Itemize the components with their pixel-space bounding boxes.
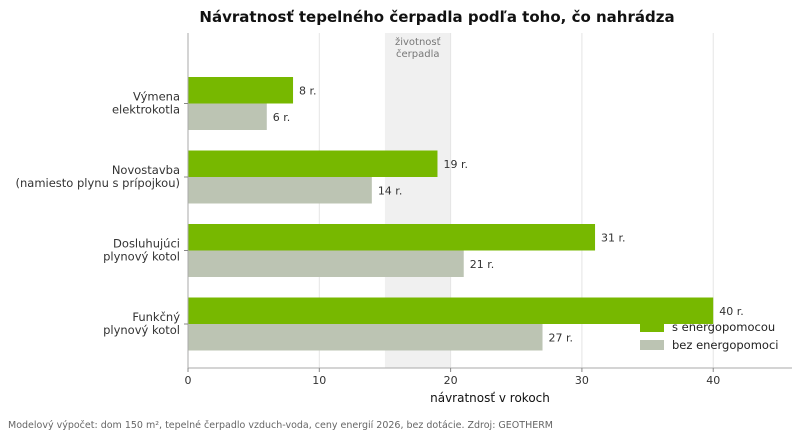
legend-swatch [640, 322, 664, 332]
legend: s energopomocou bez energopomoci [640, 320, 778, 352]
data-label: 19 r. [443, 158, 468, 171]
bar-without-aid [188, 324, 543, 351]
bar-without-aid [188, 250, 464, 277]
category-label-line: Novostavba [112, 163, 180, 177]
category-label-line: Funkčný [132, 310, 180, 324]
bars: 8 r. 6 r. 19 r. 14 r. 31 r. 21 r. 40 r. 27 r. [188, 77, 744, 351]
bar-without-aid [188, 103, 267, 130]
bar-with-aid [188, 297, 714, 324]
x-tick-label: 0 [185, 374, 192, 387]
category-labels: Výmena elektrokotla Novostavba (namiesto pl… [16, 90, 181, 338]
data-label: 8 r. [299, 84, 317, 97]
legend-label: s energopomocou [672, 320, 775, 334]
footer-note: Modelový výpočet: dom 150 m², tepelné če… [8, 420, 553, 431]
bar-with-aid [188, 77, 294, 104]
data-label: 27 r. [549, 331, 574, 344]
axes [184, 33, 792, 372]
category-label-line: elektrokotla [112, 103, 180, 117]
x-tick-label: 20 [444, 374, 458, 387]
shaded-band-label-line: životnosť [395, 36, 441, 48]
bar-with-aid [188, 224, 596, 251]
category-label-line: plynový kotol [103, 323, 180, 337]
data-label: 21 r. [470, 258, 495, 271]
category-label-line: Dosluhujúci [113, 237, 180, 251]
shaded-band-label: životnosť čerpadla [395, 36, 441, 60]
shaded-band-label-line: čerpadla [396, 48, 440, 60]
category-label: Novostavba (namiesto plynu s prípojkou) [16, 163, 180, 190]
category-label-line: plynový kotol [103, 250, 180, 264]
category-label: Funkčný plynový kotol [103, 310, 180, 337]
x-tick-labels: 0 10 20 30 40 [185, 374, 721, 387]
category-label: Výmena elektrokotla [112, 90, 180, 117]
data-label: 40 r. [719, 305, 744, 318]
category-label-line: Výmena [133, 90, 180, 104]
x-tick-label: 40 [706, 374, 720, 387]
x-axis-label: návratnosť v rokoch [430, 391, 550, 405]
legend-swatch [640, 340, 664, 350]
category-label-line: (namiesto plynu s prípojkou) [16, 176, 180, 190]
data-label: 31 r. [601, 231, 626, 244]
bar-without-aid [188, 177, 372, 204]
x-tick-label: 10 [312, 374, 326, 387]
x-tick-label: 30 [575, 374, 589, 387]
category-label: Dosluhujúci plynový kotol [103, 237, 180, 264]
bar-with-aid [188, 150, 438, 177]
data-label: 6 r. [273, 111, 291, 124]
data-label: 14 r. [378, 184, 403, 197]
legend-label: bez energopomoci [672, 338, 778, 352]
chart-title: Návratnosť tepelného čerpadla podľa toho… [199, 8, 674, 26]
